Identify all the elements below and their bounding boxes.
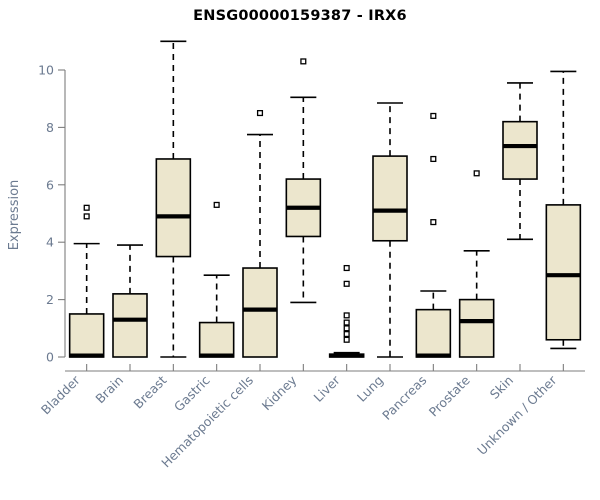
box-group [112,244,148,358]
outlier-point [343,319,350,326]
box-group [545,70,582,350]
box-group [458,170,495,358]
box-group [372,102,408,358]
outlier-point [430,219,437,226]
y-tick-label: 4 [46,235,54,250]
outlier-point [213,201,220,208]
x-tick-label: Unknown / Other [474,372,560,458]
box-group [285,58,322,304]
box-group [328,264,365,358]
x-tick-label: Gastric [171,372,213,414]
box-group [68,204,105,358]
outlier-point [343,330,350,338]
outlier-point [343,312,350,319]
x-tick-label: Lung [354,373,386,405]
outlier-point [430,112,437,119]
y-axis: 0 2 4 6 8 10 [38,63,66,365]
outlier-point [473,170,480,177]
outlier-point [300,58,307,65]
outlier-point [83,204,90,211]
outlier-point [343,325,350,332]
x-tick-label: Brain [92,373,126,407]
x-tick-label: Prostate [426,372,473,419]
box-group [198,201,235,358]
outlier-point [430,155,437,163]
box-group [502,82,538,241]
page-title: ENSG00000159387 - IRX6 [193,8,407,24]
box-series [68,40,582,358]
x-tick-label: Pancreas [379,373,429,423]
y-tick-label: 8 [46,120,54,135]
x-tick-label: Kidney [259,372,300,413]
outlier-point [83,213,90,220]
x-tick-label: Bladder [38,372,83,417]
y-tick-label: 0 [46,350,54,365]
box-group [155,40,192,358]
outlier-point [256,110,264,117]
y-tick-label: 10 [38,63,54,78]
outlier-point [343,280,350,287]
y-tick-label: 2 [46,292,54,307]
x-tick-label: Skin [487,373,516,402]
outlier-point [343,264,350,272]
y-tick-label: 6 [46,177,54,192]
x-tick-label: Liver [310,372,343,405]
x-tick-label: Breast [130,372,169,411]
box-group [242,110,278,358]
outlier-point [343,336,350,343]
box-group [415,112,452,358]
y-axis-title: Expression [7,180,22,251]
